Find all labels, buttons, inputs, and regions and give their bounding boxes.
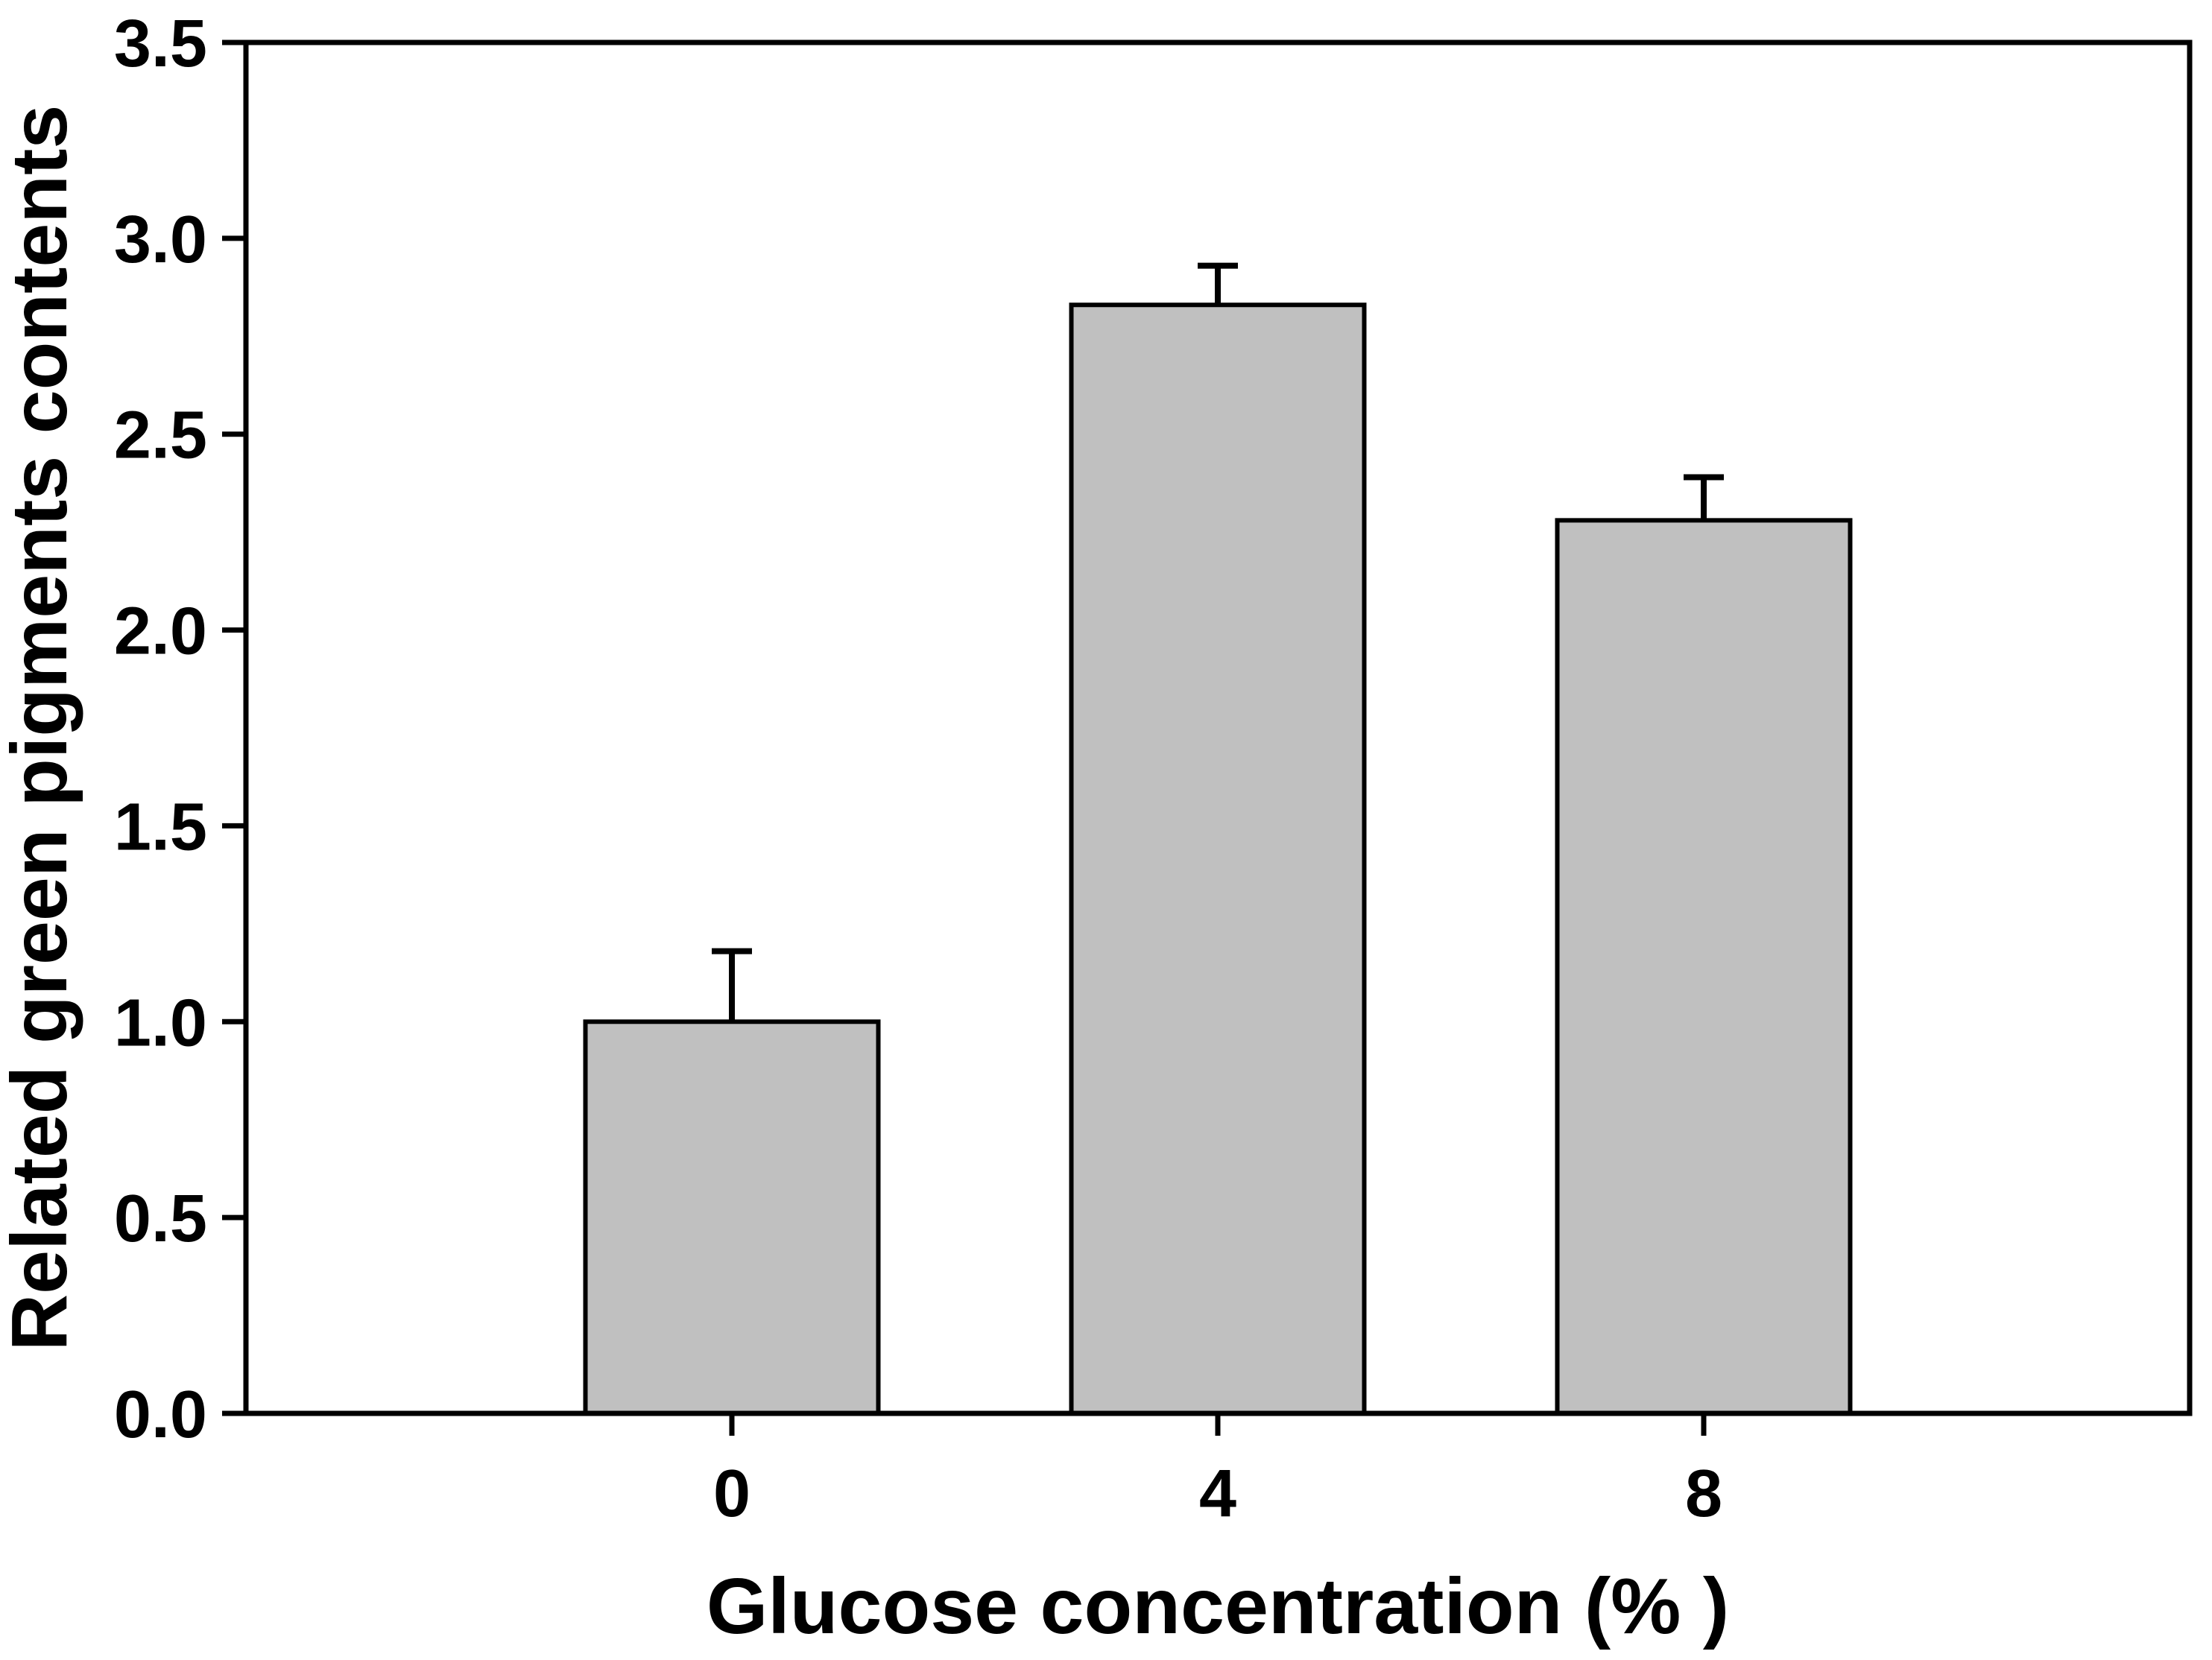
bar [1069,302,1367,1416]
bar [1555,518,1853,1416]
x-tick-label: 4 [1199,1457,1236,1531]
y-axis-ticks [222,39,246,1416]
error-bars-layer [712,262,1724,1022]
x-tick-labels: 0 4 8 [713,1457,1722,1531]
y-tick-label: 3.5 [114,7,207,81]
y-axis-title: Related green pigments contents [0,105,83,1352]
x-tick-label: 0 [713,1457,750,1531]
bar [583,1019,881,1416]
y-tick-label: 2.0 [114,595,207,669]
x-axis-title: Glucose concentration (% ) [707,1562,1729,1650]
y-tick-label: 1.0 [114,986,207,1060]
x-tick-label: 8 [1685,1457,1722,1531]
y-tick-label: 3.0 [114,203,207,277]
bars-layer [583,302,1853,1416]
y-tick-label: 2.5 [114,399,207,473]
y-tick-label: 0.5 [114,1182,207,1256]
y-tick-label: 0.0 [114,1378,207,1452]
y-tick-labels: 0.0 0.5 1.0 1.5 2.0 2.5 3.0 3.5 [114,7,207,1452]
x-axis-ticks [729,1413,1707,1436]
y-tick-label: 1.5 [114,790,207,864]
